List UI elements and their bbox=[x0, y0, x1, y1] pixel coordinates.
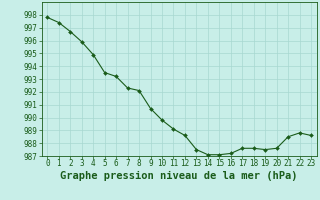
X-axis label: Graphe pression niveau de la mer (hPa): Graphe pression niveau de la mer (hPa) bbox=[60, 171, 298, 181]
